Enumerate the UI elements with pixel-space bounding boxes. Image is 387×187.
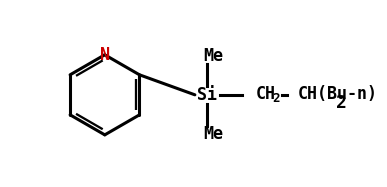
Text: Me: Me [203,47,223,65]
Text: Si: Si [197,86,217,104]
Text: CH(Bu-n): CH(Bu-n) [298,85,378,103]
Text: Me: Me [203,125,223,143]
Text: N: N [100,46,110,64]
Text: 2: 2 [272,92,279,105]
Text: CH: CH [256,85,276,103]
Text: 2: 2 [336,94,347,112]
